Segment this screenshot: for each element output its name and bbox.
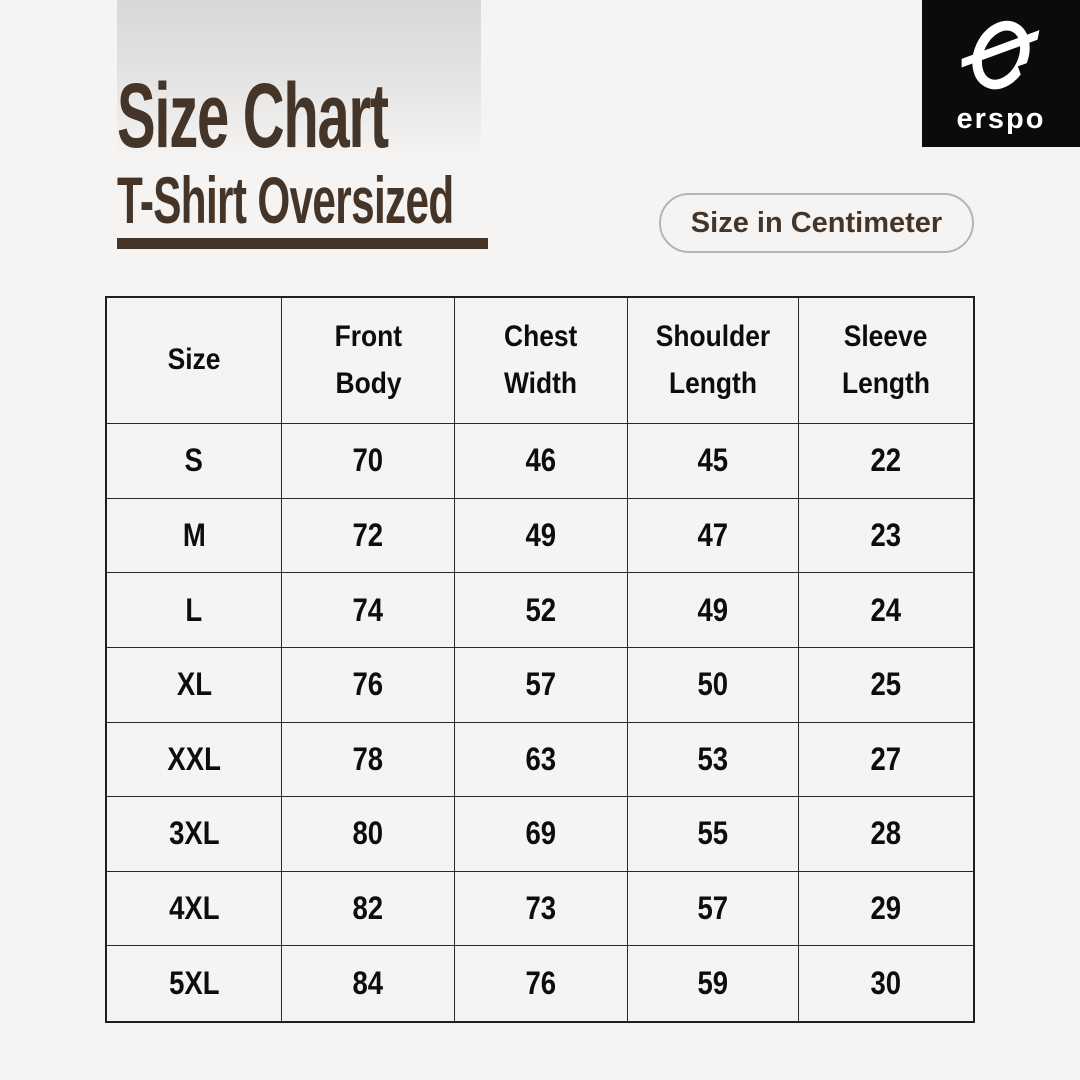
size-value-cell: 80 — [282, 797, 456, 872]
size-row-label: XL — [107, 647, 283, 723]
size-value-cell: 47 — [627, 498, 799, 574]
column-header-chest-width: Chest Width — [455, 298, 628, 424]
size-value-cell: 53 — [627, 722, 799, 798]
column-header-front-body: Front Body — [282, 298, 456, 424]
size-value-cell: 78 — [282, 722, 456, 798]
page-subtitle-text: T-Shirt Oversized — [117, 163, 454, 237]
size-value-cell: 50 — [627, 647, 799, 723]
size-value-cell: 24 — [798, 573, 973, 648]
size-value-cell: 57 — [455, 647, 628, 723]
size-row-label: 4XL — [107, 871, 283, 947]
size-value-cell: 76 — [455, 946, 628, 1021]
page-title: Size Chart — [117, 70, 547, 162]
size-value-cell: 55 — [627, 797, 799, 872]
size-value-cell: 57 — [627, 871, 799, 947]
size-value-cell: 73 — [455, 871, 628, 947]
title-underline-bar — [117, 238, 488, 249]
size-value-cell: 28 — [798, 797, 973, 872]
size-value-cell: 82 — [282, 871, 456, 947]
brand-wordmark: erspo — [956, 103, 1046, 135]
size-value-cell: 27 — [798, 723, 973, 798]
size-value-cell: 45 — [627, 424, 799, 499]
size-row-label: XXL — [107, 722, 283, 798]
size-value-cell: 70 — [282, 424, 456, 499]
erspo-e-swoosh-icon — [953, 16, 1049, 103]
size-value-cell: 49 — [455, 498, 628, 574]
size-row-label: S — [107, 424, 283, 499]
column-header-sleeve-length: Sleeve Length — [798, 298, 973, 424]
size-value-cell: 49 — [627, 573, 799, 648]
column-header-shoulder-length: Shoulder Length — [627, 298, 799, 424]
size-value-cell: 76 — [282, 647, 456, 723]
size-value-cell: 29 — [798, 872, 973, 947]
brand-logo-box: erspo — [922, 0, 1080, 147]
size-value-cell: 25 — [798, 648, 973, 723]
size-value-cell: 72 — [282, 498, 456, 574]
size-value-cell: 23 — [798, 499, 973, 574]
size-value-cell: 59 — [628, 946, 799, 1021]
size-row-label: M — [107, 498, 283, 574]
size-row-label: L — [107, 573, 283, 648]
size-value-cell: 84 — [282, 946, 456, 1021]
size-value-cell: 22 — [798, 424, 973, 499]
page-subtitle: T-Shirt Oversized — [117, 167, 643, 233]
size-value-cell: 74 — [282, 573, 456, 648]
size-row-label: 3XL — [107, 797, 283, 872]
size-row-label: 5XL — [107, 946, 283, 1021]
header-gradient-decoration — [117, 0, 481, 158]
unit-badge-label: Size in Centimeter — [690, 206, 943, 239]
size-value-cell: 46 — [455, 424, 628, 499]
column-header-size: Size — [107, 298, 283, 424]
size-value-cell: 30 — [870, 965, 902, 1002]
unit-badge: Size in Centimeter — [659, 193, 974, 253]
size-table: Size Front Body Chest Width Shoulder Len… — [105, 296, 975, 1023]
size-value-cell: 52 — [455, 573, 628, 648]
page-title-text: Size Chart — [117, 65, 389, 167]
size-value-cell: 63 — [455, 722, 628, 798]
size-value-cell: 69 — [455, 797, 628, 872]
